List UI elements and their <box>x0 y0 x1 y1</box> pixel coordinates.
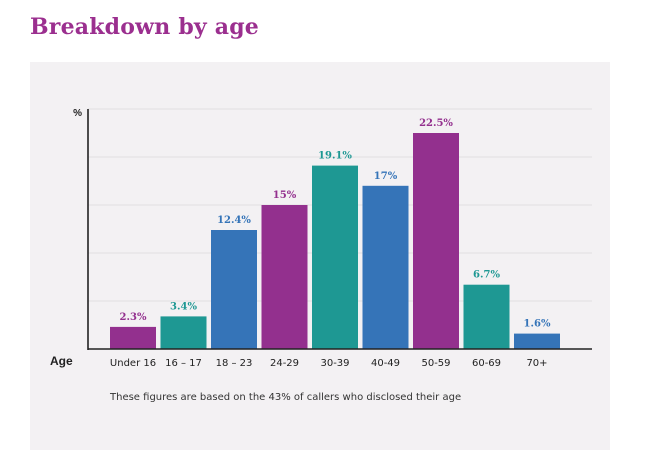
age-bar-chart: % Age 2.3% 3.4% 12.4% 15% 19.1% 17% 22.5% 6.7% 1… <box>50 108 592 369</box>
data-label: 15% <box>273 190 297 201</box>
bar <box>514 333 560 349</box>
bar <box>312 165 358 349</box>
x-axis-label: Age <box>50 354 73 368</box>
data-label: 12.4% <box>217 215 251 226</box>
x-tick-labels: Under 16 16 – 17 18 – 23 24-29 30-39 40-49 50-… <box>110 358 548 369</box>
chart-panel: % Age 2.3% 3.4% 12.4% 15% 19.1% 17% 22.5% 6.7% 1… <box>30 62 610 450</box>
data-label: 1.6% <box>524 319 551 330</box>
bar <box>110 326 156 349</box>
x-tick-label: 40-49 <box>371 358 400 369</box>
data-label: 22.5% <box>419 118 453 129</box>
bar <box>211 230 257 349</box>
footnote: These figures are based on the 43% of ca… <box>110 392 462 403</box>
x-tick-label: 70+ <box>526 358 547 369</box>
bar <box>413 133 459 349</box>
data-label: 17% <box>374 171 398 182</box>
x-tick-label: 50-59 <box>421 358 450 369</box>
data-labels: 2.3% 3.4% 12.4% 15% 19.1% 17% 22.5% 6.7% 1.6% <box>120 118 551 330</box>
data-label: 2.3% <box>120 312 147 323</box>
page-title: Breakdown by age <box>30 14 259 40</box>
bar <box>261 205 308 349</box>
bar <box>160 316 207 349</box>
x-tick-label: Under 16 <box>110 358 156 369</box>
bar <box>463 284 510 349</box>
data-label: 3.4% <box>170 301 197 312</box>
x-tick-label: 30-39 <box>320 358 349 369</box>
x-tick-label: 16 – 17 <box>165 358 202 369</box>
bar <box>362 185 409 349</box>
y-axis-label: % <box>73 108 82 119</box>
data-label: 6.7% <box>473 270 500 281</box>
data-label: 19.1% <box>318 151 352 162</box>
x-tick-label: 18 – 23 <box>216 358 253 369</box>
bars <box>110 133 560 349</box>
x-tick-label: 60-69 <box>472 358 501 369</box>
x-tick-label: 24-29 <box>270 358 299 369</box>
